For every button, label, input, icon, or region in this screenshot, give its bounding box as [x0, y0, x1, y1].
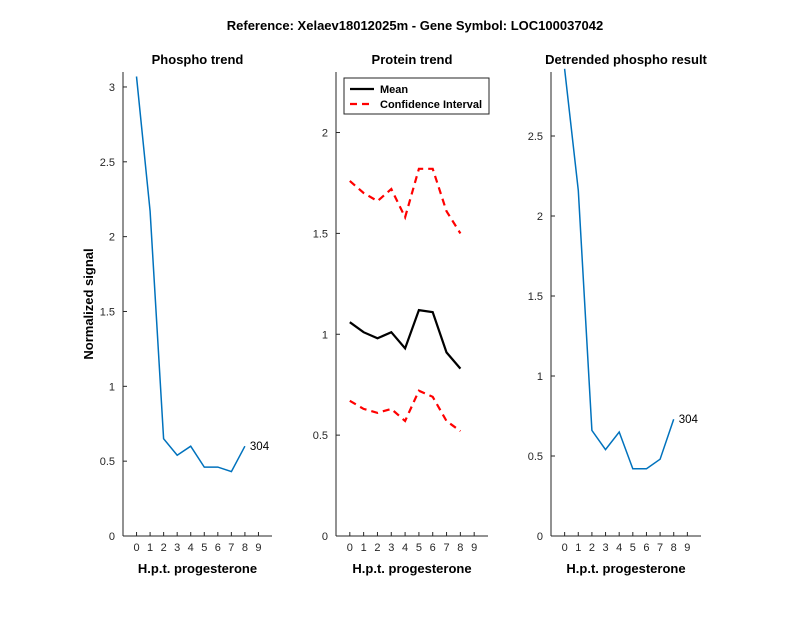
x-tick-label: 8 [242, 542, 248, 554]
x-tick-label: 7 [657, 542, 663, 554]
x-tick-label: 0 [347, 542, 353, 554]
x-tick-label: 3 [388, 542, 394, 554]
x-tick-label: 8 [671, 542, 677, 554]
legend: Mean Confidence Interval [343, 77, 490, 115]
x-tick-label: 3 [602, 542, 608, 554]
x-tick-label: 7 [443, 542, 449, 554]
y-tick-label: 0.5 [100, 456, 115, 468]
y-tick-label: 1.5 [313, 228, 328, 240]
series-line-mean [349, 308, 462, 370]
x-tick-label: 5 [416, 542, 422, 554]
legend-label-mean: Mean [380, 84, 408, 96]
y-tick-label: 1 [322, 329, 328, 341]
x-tick-label: 7 [228, 542, 234, 554]
series-line-confidence-interval [349, 167, 462, 234]
x-tick-label: 5 [630, 542, 636, 554]
x-tick-label: 1 [147, 542, 153, 554]
y-tick-label: 0 [537, 531, 543, 543]
figure-suptitle: Reference: Xelaev18012025m - Gene Symbol… [227, 18, 604, 33]
y-tick-label: 2 [537, 211, 543, 223]
x-tick-label: 1 [575, 542, 581, 554]
y-tick-label: 1 [537, 371, 543, 383]
x-axis-label: H.p.t. progesterone [566, 561, 685, 576]
x-axis-label: H.p.t. progesterone [138, 561, 257, 576]
y-tick-label: 1.5 [528, 291, 543, 303]
panel-title: Detrended phospho result [545, 52, 707, 67]
y-tick-label: 0 [109, 531, 115, 543]
x-tick-label: 1 [361, 542, 367, 554]
x-tick-label: 0 [562, 542, 568, 554]
series-line-304 [135, 76, 246, 473]
y-tick-label: 3 [109, 82, 115, 94]
x-tick-label: 6 [215, 542, 221, 554]
x-tick-label: 6 [430, 542, 436, 554]
legend-box [343, 77, 490, 115]
x-tick-label: 2 [161, 542, 167, 554]
series-line-confidence-interval-lower- [349, 389, 462, 432]
point-label: 304 [250, 441, 270, 453]
legend-label-ci: Confidence Interval [380, 99, 482, 111]
y-axis-label: Normalized signal [81, 248, 96, 359]
x-tick-label: 8 [457, 542, 463, 554]
series-line-304 [563, 68, 675, 470]
x-tick-label: 4 [402, 542, 408, 554]
x-tick-label: 4 [616, 542, 622, 554]
x-tick-label: 5 [201, 542, 207, 554]
y-tick-label: 1 [109, 381, 115, 393]
x-tick-label: 2 [589, 542, 595, 554]
point-label: 304 [679, 414, 699, 426]
y-tick-label: 1.5 [100, 306, 115, 318]
x-tick-label: 0 [133, 542, 139, 554]
y-tick-label: 2.5 [100, 157, 115, 169]
y-tick-label: 0.5 [528, 451, 543, 463]
panel-title: Phospho trend [152, 52, 244, 67]
x-tick-label: 6 [643, 542, 649, 554]
x-tick-label: 9 [684, 542, 690, 554]
x-tick-label: 2 [374, 542, 380, 554]
x-tick-label: 9 [471, 542, 477, 554]
x-tick-label: 4 [188, 542, 194, 554]
x-tick-label: 3 [174, 542, 180, 554]
y-tick-label: 2 [109, 232, 115, 244]
x-tick-label: 9 [255, 542, 261, 554]
y-tick-label: 0 [322, 531, 328, 543]
y-tick-label: 0.5 [313, 430, 328, 442]
x-axis-label: H.p.t. progesterone [352, 561, 471, 576]
panel-title: Protein trend [372, 52, 453, 67]
y-tick-label: 2 [322, 128, 328, 140]
y-tick-label: 2.5 [528, 131, 543, 143]
